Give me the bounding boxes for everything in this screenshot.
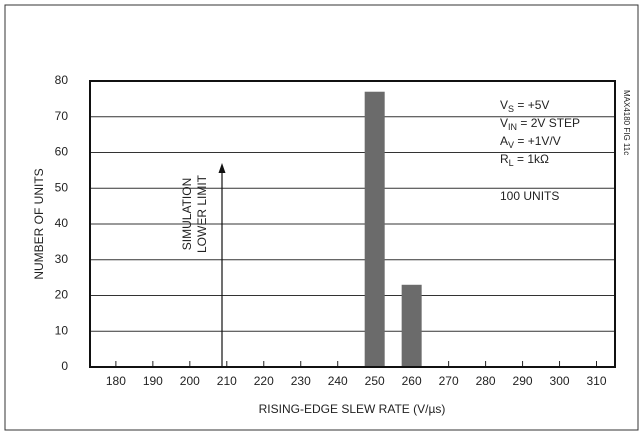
- x-tick-label: 210: [217, 374, 237, 388]
- condition-text: A: [500, 134, 508, 148]
- plot-layer: 0 10 20 30 40 50 60 70 80 180 190 200 210 220 230 240 25…: [55, 73, 616, 388]
- x-tick-label: 310: [586, 374, 606, 388]
- condition-line: RL = 1kΩ: [500, 152, 549, 168]
- y-axis-label: NUMBER OF UNITS: [32, 168, 46, 279]
- subscript: L: [509, 158, 514, 168]
- x-tick-label: 220: [254, 374, 274, 388]
- annotation-line: SIMULATION: [180, 178, 194, 250]
- x-tick-label: 270: [439, 374, 459, 388]
- x-tick-label: 260: [402, 374, 422, 388]
- plot-frame: [89, 80, 616, 368]
- condition-text: V: [500, 116, 508, 130]
- condition-text: = +5V: [514, 98, 549, 112]
- sample-note: 100 UNITS: [500, 189, 559, 203]
- outer-frame: [4, 4, 639, 431]
- condition-text: = 2V STEP: [517, 116, 580, 130]
- figure-id: MAX4180 FIG 11c: [622, 90, 631, 155]
- subscript: V: [508, 140, 514, 150]
- y-tick-label: 20: [55, 288, 69, 302]
- x-tick-label: 280: [476, 374, 496, 388]
- y-tick-label: 60: [55, 145, 69, 159]
- y-tick-label: 30: [55, 252, 69, 266]
- y-tick-label: 0: [61, 359, 68, 373]
- condition-text: = 1kΩ: [514, 152, 549, 166]
- x-tick-label: 190: [143, 374, 163, 388]
- arrow-head: [218, 163, 226, 173]
- bar: [364, 91, 385, 367]
- subscript: IN: [508, 122, 517, 132]
- x-tick-label: 200: [180, 374, 200, 388]
- x-tick-label: 240: [328, 374, 348, 388]
- x-tick-label: 230: [291, 374, 311, 388]
- condition-text: V: [500, 98, 508, 112]
- x-axis-label: RISING-EDGE SLEW RATE (V/µs): [259, 402, 446, 416]
- condition-line: VS = +5V: [500, 98, 549, 114]
- bar: [401, 284, 422, 367]
- annotation-line: LOWER LIMIT: [195, 174, 209, 253]
- y-tick-label: 80: [55, 73, 69, 87]
- y-tick-label: 50: [55, 180, 69, 194]
- condition-text: R: [500, 152, 509, 166]
- x-tick-label: 300: [550, 374, 570, 388]
- condition-text: = +1V/V: [514, 134, 561, 148]
- condition-line: VIN = 2V STEP: [500, 116, 580, 132]
- y-tick-label: 10: [55, 323, 69, 337]
- y-tick-label: 40: [55, 216, 69, 230]
- subscript: S: [508, 104, 514, 114]
- x-tick-label: 180: [106, 374, 126, 388]
- x-tick-label: 250: [365, 374, 385, 388]
- x-tick-label: 290: [513, 374, 533, 388]
- condition-line: AV = +1V/V: [500, 134, 561, 150]
- y-tick-label: 70: [55, 109, 69, 123]
